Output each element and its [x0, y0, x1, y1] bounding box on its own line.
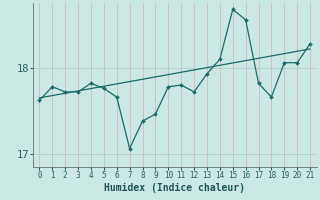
X-axis label: Humidex (Indice chaleur): Humidex (Indice chaleur) — [104, 182, 245, 193]
